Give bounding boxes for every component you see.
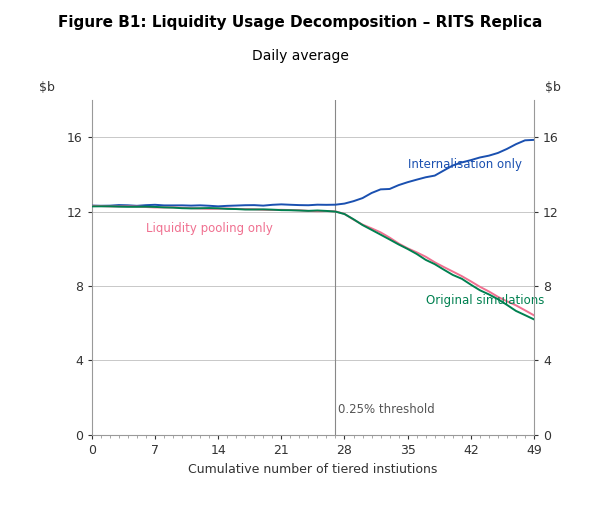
Text: 0.25% threshold: 0.25% threshold — [338, 403, 435, 416]
Text: Liquidity pooling only: Liquidity pooling only — [146, 222, 273, 235]
Text: Daily average: Daily average — [251, 49, 349, 62]
X-axis label: Cumulative number of tiered instiutions: Cumulative number of tiered instiutions — [188, 462, 437, 476]
Text: Original simulations: Original simulations — [426, 294, 544, 308]
Text: Internalisation only: Internalisation only — [407, 158, 521, 172]
Text: Figure B1: Liquidity Usage Decomposition – RITS Replica: Figure B1: Liquidity Usage Decomposition… — [58, 15, 542, 30]
Text: $b: $b — [545, 81, 561, 95]
Text: $b: $b — [39, 81, 55, 95]
